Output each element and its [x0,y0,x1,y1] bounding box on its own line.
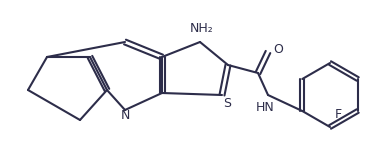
Text: S: S [223,97,231,110]
Text: HN: HN [256,101,274,114]
Text: F: F [335,108,342,121]
Text: O: O [273,43,283,56]
Text: NH₂: NH₂ [190,22,214,34]
Text: N: N [120,108,130,121]
